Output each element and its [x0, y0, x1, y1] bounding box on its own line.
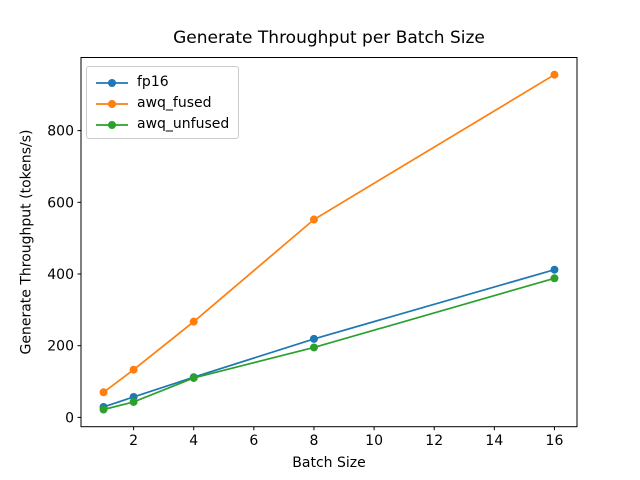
legend-line-swatch: [95, 117, 129, 131]
data-point-awq_fused: [189, 317, 198, 326]
x-tick-label: 16: [546, 433, 564, 449]
data-point-awq_fused: [99, 388, 108, 397]
data-point-fp16: [309, 334, 318, 343]
x-tick-label: 14: [485, 433, 503, 449]
legend-item-awq_fused: awq_fused: [95, 92, 229, 113]
y-tick-label: 200: [47, 339, 74, 355]
y-tick-label: 0: [65, 410, 74, 426]
x-tick-label: 2: [129, 433, 138, 449]
legend-marker-icon: [108, 99, 116, 108]
series-line-awq_unfused: [103, 277, 555, 411]
data-point-awq_fused: [129, 365, 138, 374]
legend-marker-icon: [108, 120, 116, 129]
data-point-awq_fused: [550, 70, 559, 79]
legend-marker-icon: [108, 78, 116, 87]
data-point-awq_unfused: [129, 397, 138, 406]
legend-line-swatch: [95, 96, 129, 110]
x-tick-label: 8: [310, 433, 319, 449]
x-tick-label: 4: [189, 433, 198, 449]
legend: fp16 awq_fused awq_unfused: [86, 66, 240, 139]
x-axis-label: Batch Size: [292, 455, 366, 471]
legend-line-swatch: [95, 75, 129, 89]
legend-item-label: awq_fused: [137, 94, 212, 111]
x-tick-label: 10: [365, 433, 383, 449]
y-tick-label: 400: [47, 267, 74, 283]
legend-item-awq_unfused: awq_unfused: [95, 113, 229, 134]
data-point-awq_unfused: [189, 373, 198, 382]
data-point-awq_fused: [309, 215, 318, 224]
data-point-awq_unfused: [99, 405, 108, 414]
chart-title: Generate Throughput per Batch Size: [173, 28, 485, 48]
y-tick-label: 600: [47, 195, 74, 211]
data-point-fp16: [550, 265, 559, 274]
data-point-awq_unfused: [550, 274, 559, 283]
legend-item-label: awq_unfused: [137, 115, 230, 132]
data-point-awq_unfused: [309, 343, 318, 352]
axes-frame: [80, 57, 578, 428]
legend-item-fp16: fp16: [95, 71, 229, 92]
x-tick-label: 6: [249, 433, 258, 449]
y-tick-label: 800: [47, 124, 74, 140]
y-axis-label: Generate Throughput (tokens/s): [18, 129, 35, 355]
legend-item-label: fp16: [137, 73, 169, 90]
x-tick-label: 12: [425, 433, 443, 449]
